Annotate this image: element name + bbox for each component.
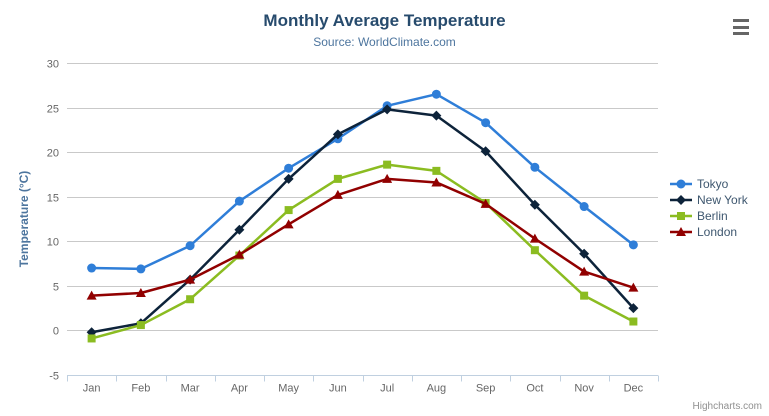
- data-point-marker[interactable]: [530, 246, 539, 255]
- data-point-marker[interactable]: [579, 202, 589, 212]
- chart-title: Monthly Average Temperature: [263, 11, 506, 30]
- x-axis-label: Apr: [231, 383, 248, 395]
- x-axis-label: Dec: [624, 383, 644, 395]
- legend-label: Tokyo: [697, 177, 729, 191]
- y-axis-label: 30: [47, 59, 59, 71]
- data-point-marker[interactable]: [186, 295, 195, 304]
- data-point-marker[interactable]: [135, 287, 146, 297]
- x-axis-label: Jun: [329, 383, 347, 395]
- y-axis-label: 25: [47, 104, 59, 116]
- legend-symbol-circle-icon: [670, 179, 692, 189]
- data-point-marker[interactable]: [580, 291, 589, 300]
- series-line[interactable]: [90, 108, 635, 334]
- y-axis-label: 15: [47, 193, 59, 205]
- data-point-marker[interactable]: [382, 104, 393, 115]
- legend-item-new-york[interactable]: New York: [670, 192, 748, 208]
- y-axis-label: -5: [49, 371, 59, 383]
- data-point-marker[interactable]: [284, 206, 293, 215]
- legend: Tokyo New York Berlin London: [670, 176, 748, 240]
- data-point-marker[interactable]: [333, 174, 342, 183]
- legend-symbol-square-icon: [670, 212, 692, 220]
- legend-marker-icon[interactable]: [676, 179, 686, 189]
- data-point-marker[interactable]: [87, 334, 96, 343]
- hamburger-icon: [733, 19, 749, 22]
- legend-label: Berlin: [697, 209, 728, 223]
- legend-marker-icon[interactable]: [676, 227, 686, 236]
- data-point-marker[interactable]: [529, 233, 540, 243]
- legend-item-berlin[interactable]: Berlin: [670, 208, 748, 224]
- x-axis-label: Sep: [476, 383, 496, 395]
- chart-subtitle: Source: WorldClimate.com: [313, 35, 456, 49]
- legend-label: New York: [697, 193, 748, 207]
- data-point-marker[interactable]: [628, 303, 639, 314]
- hamburger-icon: [733, 32, 749, 35]
- x-axis-label: Feb: [131, 383, 150, 395]
- data-point-marker[interactable]: [628, 282, 639, 292]
- x-axis-label: Oct: [526, 383, 543, 395]
- legend-marker-icon[interactable]: [676, 195, 686, 205]
- data-point-marker[interactable]: [283, 219, 294, 229]
- data-point-marker[interactable]: [283, 173, 294, 184]
- data-point-marker[interactable]: [628, 240, 638, 250]
- x-axis-label: Jul: [380, 383, 394, 395]
- series-line[interactable]: [90, 177, 635, 297]
- data-point-marker[interactable]: [284, 163, 294, 173]
- data-point-marker[interactable]: [185, 241, 195, 251]
- data-point-marker[interactable]: [136, 321, 145, 330]
- legend-marker-icon[interactable]: [677, 212, 685, 220]
- data-point-marker[interactable]: [431, 177, 442, 187]
- data-point-marker[interactable]: [431, 110, 442, 121]
- series-london: [86, 173, 639, 300]
- data-point-marker[interactable]: [579, 248, 590, 259]
- y-axis-label: 10: [47, 237, 59, 249]
- legend-symbol-triangle-icon: [670, 227, 692, 236]
- data-point-marker[interactable]: [629, 317, 638, 326]
- data-point-marker[interactable]: [332, 189, 343, 199]
- y-axis-label: 0: [53, 326, 59, 338]
- export-menu-button[interactable]: [732, 19, 750, 35]
- data-point-marker[interactable]: [87, 263, 97, 273]
- data-point-marker[interactable]: [432, 166, 441, 175]
- series-tokyo: [87, 89, 638, 274]
- data-point-marker[interactable]: [382, 173, 393, 183]
- data-point-marker[interactable]: [480, 198, 491, 208]
- x-axis-label: Aug: [427, 383, 447, 395]
- data-point-marker[interactable]: [383, 160, 392, 169]
- legend-symbol-diamond-icon: [670, 195, 692, 205]
- x-axis-label: Jan: [83, 383, 101, 395]
- data-point-marker[interactable]: [185, 274, 196, 284]
- hamburger-icon: [733, 25, 749, 29]
- data-point-marker[interactable]: [234, 196, 244, 206]
- x-axis-label: Nov: [574, 383, 594, 395]
- y-axis-title: Temperature (°C): [17, 171, 31, 268]
- data-point-marker[interactable]: [529, 199, 540, 210]
- data-point-marker[interactable]: [86, 290, 97, 300]
- y-axis-label: 5: [53, 282, 59, 294]
- legend-item-tokyo[interactable]: Tokyo: [670, 176, 748, 192]
- data-point-marker[interactable]: [480, 146, 491, 157]
- data-point-marker[interactable]: [431, 89, 441, 99]
- x-axis-label: Mar: [181, 383, 200, 395]
- series-new-york: [86, 104, 639, 338]
- data-point-marker[interactable]: [234, 249, 245, 259]
- data-point-marker[interactable]: [530, 162, 540, 172]
- data-point-marker[interactable]: [332, 129, 343, 140]
- data-point-marker[interactable]: [234, 224, 245, 235]
- data-point-marker[interactable]: [481, 118, 491, 128]
- series-line[interactable]: [90, 92, 635, 271]
- credits-link[interactable]: Highcharts.com: [692, 401, 762, 412]
- series-line[interactable]: [90, 163, 635, 340]
- legend-label: London: [697, 225, 738, 239]
- data-point-marker[interactable]: [136, 264, 146, 274]
- x-axis-label: May: [278, 383, 299, 395]
- y-axis-label: 20: [47, 148, 59, 160]
- data-point-marker[interactable]: [579, 266, 590, 276]
- legend-item-london[interactable]: London: [670, 224, 748, 240]
